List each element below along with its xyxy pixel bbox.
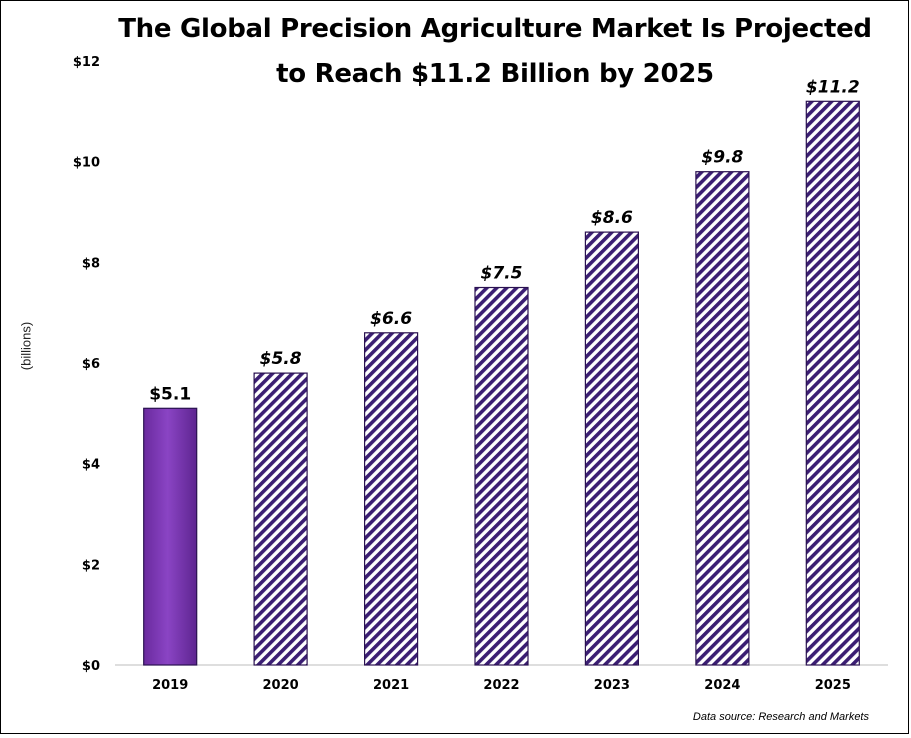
bar-layer (143, 100, 860, 666)
data-label-2019: $5.1 (149, 384, 191, 404)
bar-2020 (253, 372, 308, 666)
y-tick-label: $4 (82, 458, 100, 473)
data-label-2023: $8.6 (591, 208, 633, 228)
bar-2019 (143, 407, 198, 666)
data-label-2025: $11.2 (806, 77, 860, 97)
axis-layer: $0 $2 $4 $6 $8 $10 $12 (73, 55, 888, 674)
y-tick-label: $0 (82, 659, 100, 674)
y-tick-label: $2 (82, 558, 100, 573)
x-tick-label-2021: 2021 (373, 678, 409, 693)
chart-title-line1: The Global Precision Agriculture Market … (118, 14, 872, 44)
data-label-2021: $6.6 (370, 309, 412, 329)
y-tick-label: $8 (82, 256, 100, 271)
bar-2024 (695, 171, 750, 666)
y-tick-label: $12 (73, 55, 100, 70)
data-label-2022: $7.5 (481, 264, 523, 284)
y-tick-label: $6 (82, 357, 100, 372)
label-layer: $5.1 2019 $5.8 2020 $6.6 2021 $7.5 2022 $8.6 2023… (149, 77, 859, 693)
data-label-2024: $9.8 (701, 148, 743, 168)
chart-title-line2: to Reach $11.2 Billion by 2025 (276, 59, 714, 89)
bar-2023 (584, 231, 640, 666)
x-tick-label-2022: 2022 (483, 678, 519, 693)
bar-2022 (474, 286, 529, 666)
y-tick-label: $10 (73, 156, 100, 171)
bar-2025 (805, 100, 860, 666)
data-label-2020: $5.8 (260, 349, 302, 369)
x-tick-label-2023: 2023 (594, 678, 630, 693)
x-tick-label-2019: 2019 (152, 678, 188, 693)
bar-2021 (364, 332, 419, 666)
x-tick-label-2024: 2024 (704, 678, 740, 693)
data-source-note: Data source: Research and Markets (692, 711, 869, 723)
x-tick-label-2025: 2025 (815, 678, 851, 693)
x-tick-label-2020: 2020 (263, 678, 299, 693)
